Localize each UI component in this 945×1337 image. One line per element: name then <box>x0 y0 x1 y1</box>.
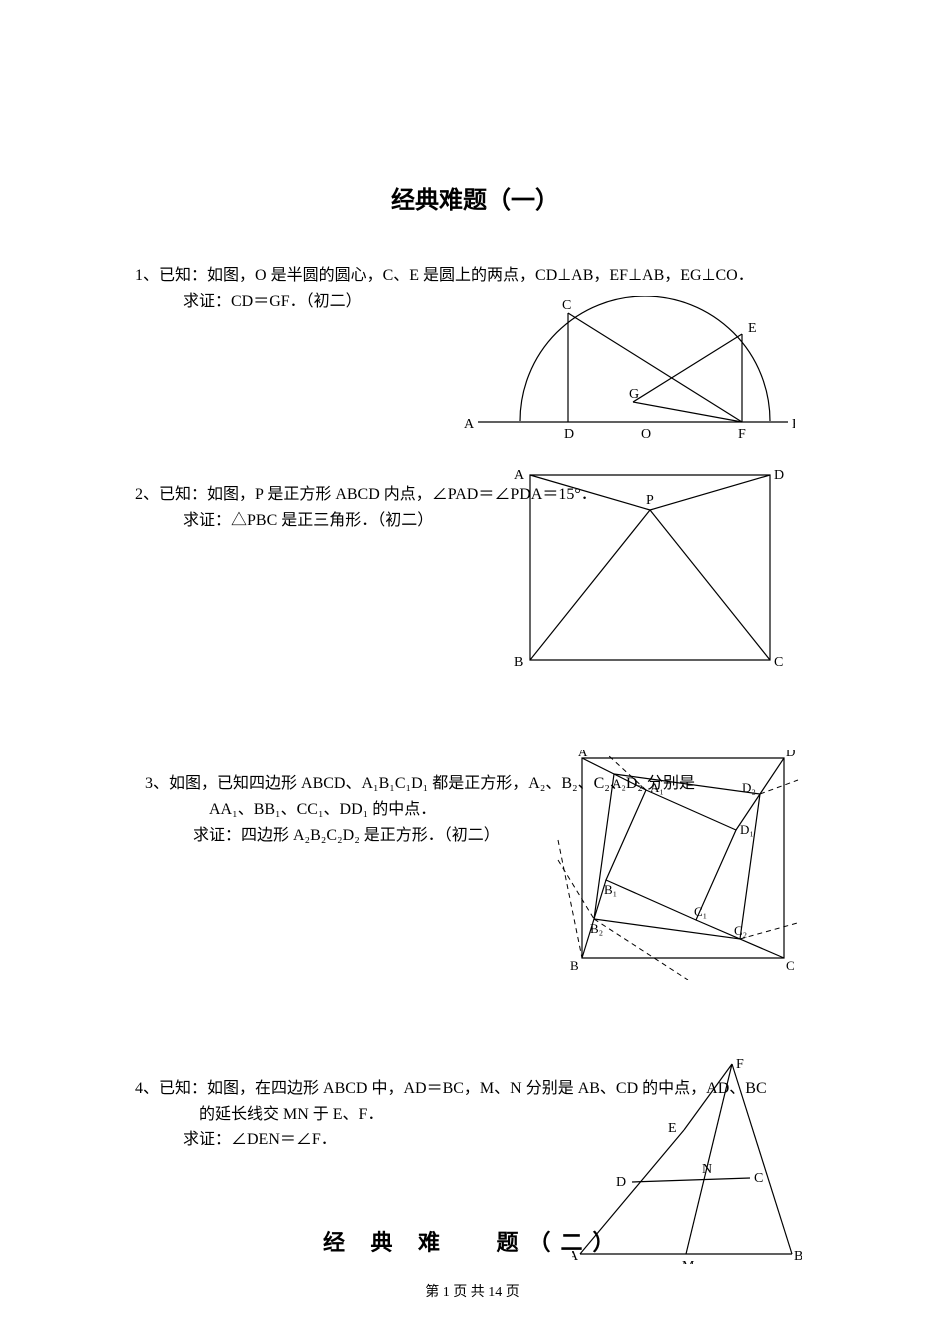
svg-text:B: B <box>794 1249 802 1264</box>
svg-text:C: C <box>774 655 783 670</box>
figure-3: A D C B A₁ D₁ C₁ B₁ A₂ D₂ C₂ B₂ <box>538 750 800 980</box>
svg-text:M: M <box>682 1259 695 1264</box>
svg-text:E: E <box>748 321 757 336</box>
svg-text:D₂: D₂ <box>742 780 756 795</box>
svg-text:P: P <box>646 493 654 508</box>
page-footer: 第 1 页 共 14 页 <box>0 1281 945 1301</box>
svg-text:A: A <box>464 417 475 432</box>
svg-text:A₂: A₂ <box>612 776 626 791</box>
svg-text:F: F <box>736 1057 744 1072</box>
svg-text:D: D <box>564 427 574 441</box>
svg-text:C: C <box>562 298 571 313</box>
section-2-title: 经 典 难 题（二） <box>323 1225 625 1257</box>
section-2-title-part2: 题（二） <box>497 1230 625 1255</box>
svg-text:O: O <box>641 427 651 441</box>
problem-1-num: 1、 <box>135 267 159 284</box>
svg-text:B₂: B₂ <box>590 921 603 936</box>
svg-text:E: E <box>668 1121 677 1136</box>
problem-2-num: 2、 <box>135 486 159 503</box>
figure-1: A B C D E F G O <box>450 296 795 441</box>
svg-text:C: C <box>754 1171 763 1186</box>
svg-text:D: D <box>774 468 784 483</box>
svg-text:B₁: B₁ <box>604 882 617 897</box>
problem-1-line1: 已知：如图，O 是半圆的圆心，C、E 是圆上的两点，CD⊥AB，EF⊥AB，EG… <box>159 267 754 284</box>
svg-text:A₁: A₁ <box>650 780 664 795</box>
svg-text:B: B <box>792 417 795 432</box>
svg-text:A: A <box>578 750 588 759</box>
svg-text:C: C <box>786 958 795 973</box>
svg-text:F: F <box>738 427 746 441</box>
svg-text:C₁: C₁ <box>694 904 707 919</box>
svg-text:G: G <box>629 387 639 402</box>
svg-text:C₂: C₂ <box>734 923 747 938</box>
section-2-title-part1: 经 典 难 <box>323 1230 450 1255</box>
page-title: 经典难题（一） <box>135 180 815 215</box>
svg-text:B: B <box>514 655 523 670</box>
svg-text:B: B <box>570 958 579 973</box>
figure-2: A D B C P <box>505 465 790 671</box>
svg-text:D₁: D₁ <box>740 822 754 837</box>
svg-text:D: D <box>786 750 795 759</box>
svg-text:N: N <box>702 1162 712 1177</box>
svg-text:A: A <box>514 468 525 483</box>
svg-text:D: D <box>616 1175 626 1190</box>
problem-3-num: 3、 <box>145 775 169 792</box>
problem-4-num: 4、 <box>135 1080 159 1097</box>
